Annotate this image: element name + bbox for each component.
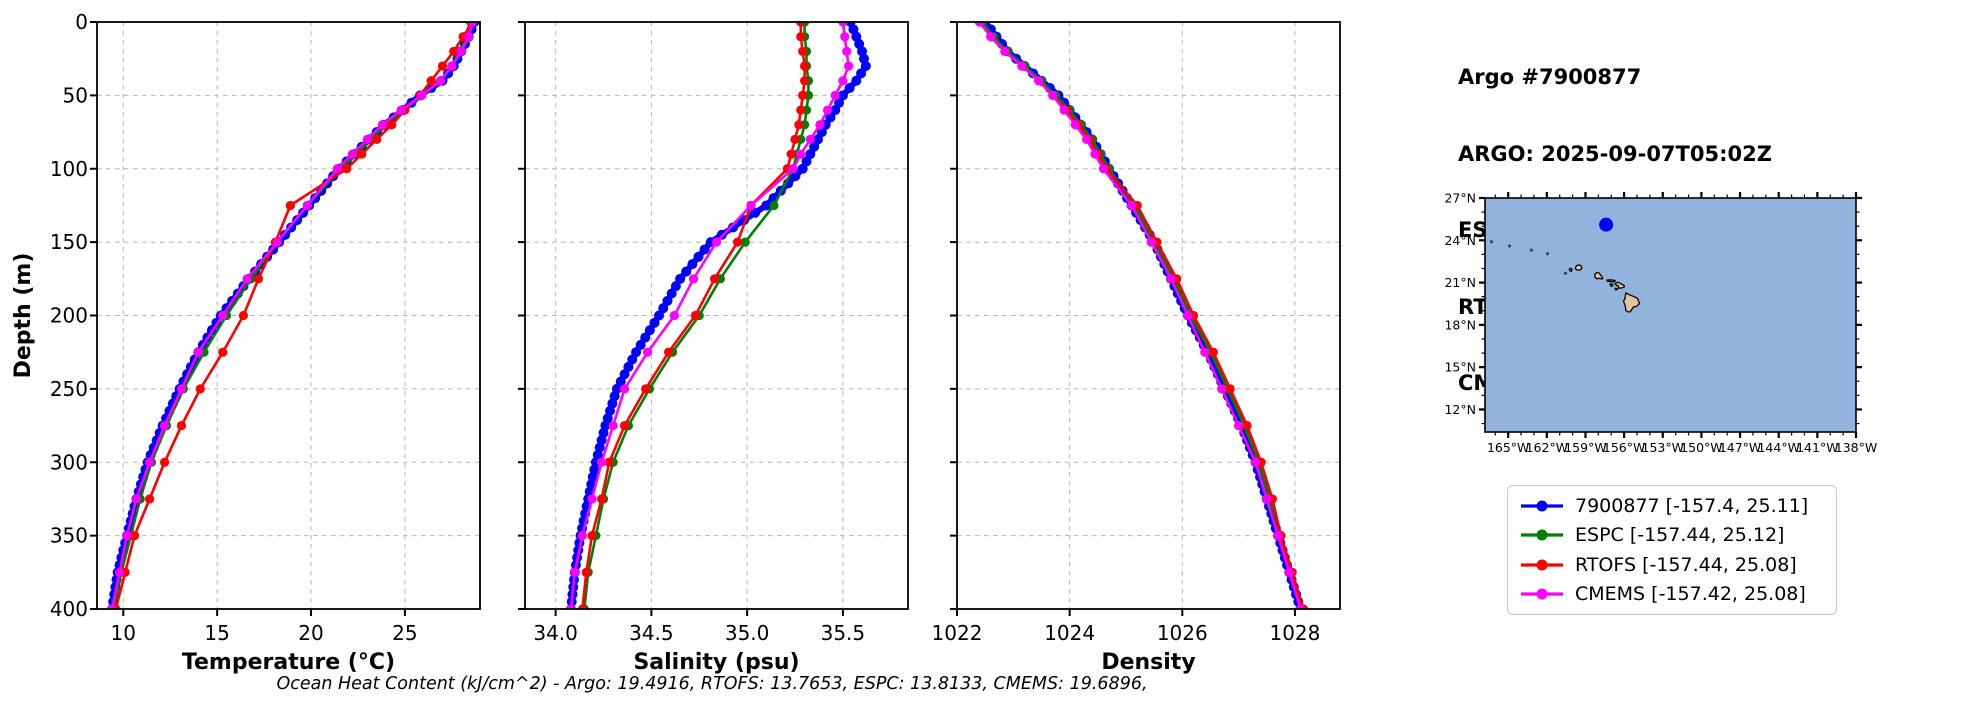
legend-marker-icon — [1521, 588, 1563, 600]
islet-dot — [1545, 252, 1550, 256]
islet-dot — [1507, 244, 1512, 248]
x-tick-label: 10 — [111, 621, 136, 645]
series-markers-RTOFS — [577, 22, 810, 609]
map-lon-label: 138°W — [1835, 440, 1877, 455]
map-frame — [1484, 197, 1857, 433]
legend-marker-icon — [1521, 500, 1563, 512]
island-hawaii — [1622, 291, 1641, 313]
map-lon-label: 159°W — [1564, 440, 1606, 455]
map-lon-label: 147°W — [1719, 440, 1761, 455]
x-tick-label: 35.5 — [821, 621, 866, 645]
map-lat-label: 12°N — [1444, 402, 1476, 417]
profile-plots-svg: 10 15 20 25050100150200250300350400Temperat… — [11, 10, 1341, 675]
legend-label: CMEMS [-157.42, 25.08] — [1575, 583, 1806, 606]
legend-item-RTOFS: RTOFS [-157.44, 25.08] — [1518, 555, 1826, 575]
map-lat-label: 15°N — [1444, 360, 1476, 375]
island-molokai — [1606, 279, 1616, 283]
x-tick-label: 20 — [298, 621, 323, 645]
islet-dot — [1563, 271, 1568, 275]
map-lon-label: 162°W — [1526, 440, 1568, 455]
legend-item-ESPC: ESPC [-157.44, 25.12] — [1518, 525, 1826, 545]
y-tick-label: 400 — [50, 597, 88, 621]
y-tick-label: 100 — [50, 157, 88, 181]
legend-marker-icon — [1521, 529, 1563, 541]
ticks-density — [950, 21, 1296, 616]
map-lat-label: 27°N — [1444, 191, 1476, 206]
islet-dot — [1529, 248, 1533, 252]
x-tick-label: 1028 — [1269, 621, 1320, 645]
map-lon-label: 156°W — [1603, 440, 1645, 455]
y-tick-label: 0 — [75, 10, 88, 34]
x-tick-label: 15 — [204, 621, 229, 645]
x-tick-label: 34.0 — [533, 621, 578, 645]
island-maui — [1614, 281, 1626, 289]
legend-marker-icon — [1521, 559, 1563, 571]
location-map-svg: 165°W162°W159°W156°W153°W150°W147°W144°W… — [1444, 191, 1877, 456]
xaxis-label-density: Density — [1101, 650, 1195, 675]
island-niihau — [1568, 267, 1573, 273]
islet-dot — [1489, 240, 1494, 244]
y-tick-label: 300 — [50, 450, 88, 474]
subplot-salinity: 34.0 34.5 35.0 35.5 Salinity (psu) — [518, 21, 909, 675]
subplot-temperature: 10 15 20 25050100150200250300350400Temperat… — [11, 10, 481, 675]
series-markers-CMEMS — [107, 22, 478, 609]
map-lon-label: 165°W — [1487, 440, 1529, 455]
xaxis-label-salinity: Salinity (psu) — [633, 650, 799, 675]
x-tick-label: 1024 — [1044, 621, 1095, 645]
island-kauai — [1574, 264, 1583, 271]
map-lat-label: 21°N — [1444, 275, 1476, 290]
float-position-marker — [1599, 217, 1614, 232]
ohc-annotation: Ocean Heat Content (kJ/cm^2) - Argo: 19.… — [276, 674, 1148, 694]
x-tick-label: 25 — [392, 621, 417, 645]
map-lat-label: 18°N — [1444, 317, 1476, 332]
map-ocean — [1485, 198, 1856, 432]
map-lat-label: 24°N — [1444, 233, 1476, 248]
map-lon-label: 141°W — [1796, 440, 1838, 455]
ticks-temperature — [90, 21, 406, 616]
legend-box: 7900877 [-157.4, 25.11] ESPC [-157.44, 25… — [1507, 485, 1837, 615]
y-tick-label: 150 — [50, 230, 88, 254]
yaxis-label-depth: Depth (m) — [11, 253, 36, 379]
legend-label: 7900877 [-157.4, 25.11] — [1575, 494, 1809, 517]
x-tick-label: 34.5 — [629, 621, 674, 645]
legend-item-7900877: 7900877 [-157.4, 25.11] — [1518, 496, 1826, 516]
argo-timestamp: ARGO: 2025-09-07T05:02Z — [1458, 141, 1772, 166]
island-kahoolawe — [1614, 287, 1619, 291]
ticks-salinity — [518, 21, 844, 616]
y-tick-label: 350 — [50, 524, 88, 548]
subplot-density: 1022 1024 1026 1028 Density — [932, 21, 1341, 675]
series-markers-CMEMS — [566, 22, 854, 609]
map-lon-label: 153°W — [1642, 440, 1684, 455]
y-tick-label: 250 — [50, 377, 88, 401]
y-tick-label: 200 — [50, 304, 88, 328]
series-markers-RTOFS — [111, 22, 478, 609]
legend-item-CMEMS: CMEMS [-157.42, 25.08] — [1518, 584, 1826, 604]
map-lon-label: 144°W — [1757, 440, 1799, 455]
legend-label: RTOFS [-157.44, 25.08] — [1575, 553, 1797, 576]
page-title: Argo #7900877 — [1458, 65, 1642, 89]
island-lanai — [1609, 282, 1614, 288]
legend-label: ESPC [-157.44, 25.12] — [1575, 524, 1785, 547]
map-lon-label: 150°W — [1680, 440, 1722, 455]
island-oahu — [1594, 271, 1604, 280]
xaxis-label-temperature: Temperature (°C) — [182, 650, 395, 675]
series-markers-CMEMS — [974, 22, 1306, 609]
x-tick-label: 35.0 — [725, 621, 770, 645]
y-tick-label: 50 — [63, 83, 88, 107]
map-islands — [1489, 240, 1641, 313]
x-tick-label: 1026 — [1157, 621, 1208, 645]
x-tick-label: 1022 — [932, 621, 983, 645]
map-ticks — [1479, 192, 1862, 438]
